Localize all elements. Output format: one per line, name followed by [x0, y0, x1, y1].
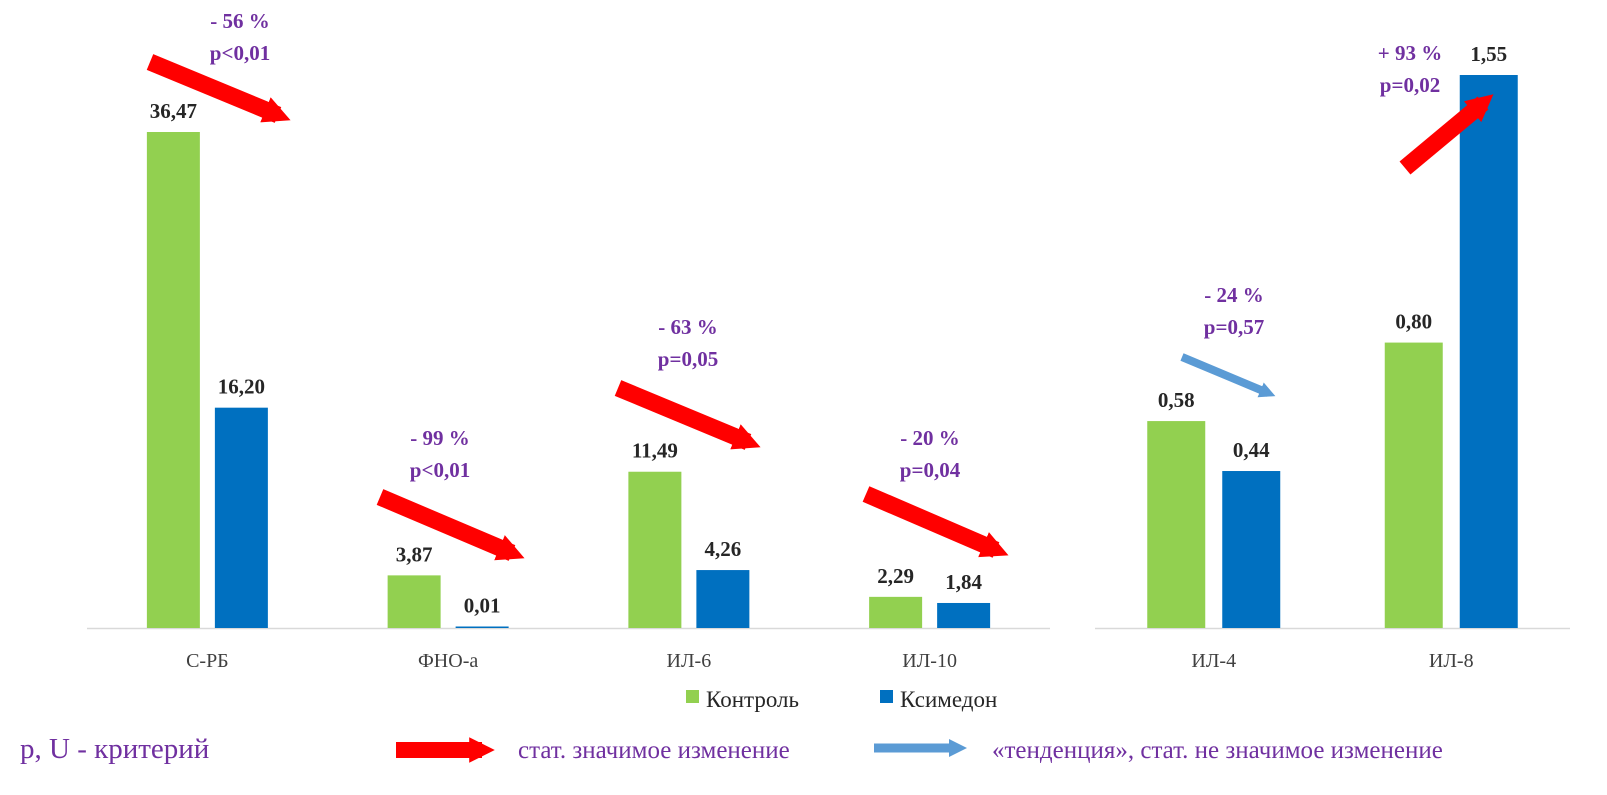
bar-с-рб-ksimedon — [214, 407, 268, 628]
category-label-ил-10: ИЛ-10 — [902, 650, 957, 672]
change-percent-ил-10: - 20 % — [900, 426, 960, 450]
value-label-фно-а-ksimedon: 0,01 — [464, 594, 501, 618]
change-arrow-фно-а-significant — [376, 489, 525, 561]
value-label-с-рб-control: 36,47 — [150, 99, 197, 123]
p-value-ил-8: p=0,02 — [1380, 73, 1440, 97]
legend-swatch-ksimedon — [880, 690, 893, 703]
change-percent-ил-8: + 93 % — [1378, 41, 1442, 65]
change-percent-ил-4: - 24 % — [1204, 283, 1264, 307]
bar-ил-4-control — [1147, 421, 1206, 628]
value-label-ил-8-control: 0,80 — [1395, 310, 1432, 334]
value-label-ил-6-control: 11,49 — [632, 439, 678, 463]
bar-ил-8-control — [1384, 342, 1443, 628]
p-value-фно-а: p<0,01 — [410, 458, 470, 482]
labels-layer: 36,47 16,20 С-РБ 3,87 0,01 ФНО-а 11,49 4,26 ИЛ-6… — [150, 9, 1507, 672]
legend: Контроль Ксимедон — [686, 687, 997, 712]
p-value-с-рб: p<0,01 — [210, 41, 270, 65]
change-percent-ил-6: - 63 % — [658, 315, 718, 339]
change-percent-фно-а: - 99 % — [410, 426, 470, 450]
value-label-фно-а-control: 3,87 — [396, 542, 433, 566]
bar-с-рб-control — [146, 132, 200, 628]
legend-label-control: Контроль — [706, 687, 799, 712]
bar-ил-8-ksimedon — [1459, 75, 1518, 628]
category-label-с-рб: С-РБ — [186, 650, 229, 672]
value-label-ил-4-control: 0,58 — [1158, 388, 1195, 412]
significant-label: стат. значимое изменение — [518, 737, 790, 764]
change-arrow-с-рб-significant — [146, 54, 291, 123]
bar-фно-а-control — [387, 575, 441, 628]
value-label-ил-10-ksimedon: 1,84 — [945, 570, 982, 594]
change-arrow-ил-10-significant — [862, 486, 1009, 558]
arrows-layer — [146, 54, 1494, 561]
change-percent-с-рб: - 56 % — [210, 9, 270, 33]
category-label-ил-6: ИЛ-6 — [667, 650, 712, 672]
bar-ил-10-ksimedon — [937, 602, 991, 628]
bar-ил-10-control — [869, 596, 923, 628]
p-value-ил-10: p=0,04 — [900, 458, 961, 482]
bar-фно-а-ksimedon — [455, 626, 509, 628]
criterion-label: p, U - критерий — [20, 733, 209, 765]
category-label-ил-8: ИЛ-8 — [1429, 650, 1474, 672]
value-label-ил-4-ksimedon: 0,44 — [1233, 438, 1270, 462]
legend-label-ksimedon: Ксимедон — [900, 687, 997, 712]
value-label-ил-8-ksimedon: 1,55 — [1470, 42, 1507, 66]
bar-ил-6-control — [628, 471, 682, 628]
bars-layer — [146, 75, 1518, 628]
footer: p, U - критерий стат. значимое изменение… — [20, 733, 1443, 765]
value-label-ил-10-control: 2,29 — [877, 564, 914, 588]
bar-ил-4-ksimedon — [1222, 471, 1281, 628]
category-label-фно-а: ФНО-а — [418, 650, 478, 672]
change-arrow-ил-4-trend — [1180, 353, 1276, 398]
legend-swatch-control — [686, 690, 699, 703]
value-label-ил-6-ksimedon: 4,26 — [705, 537, 742, 561]
value-label-с-рб-ksimedon: 16,20 — [218, 375, 265, 399]
category-label-ил-4: ИЛ-4 — [1191, 650, 1236, 672]
change-arrow-ил-6-significant — [614, 380, 761, 450]
trend-label: «тенденция», стат. не значимое изменение — [992, 737, 1443, 764]
p-value-ил-4: p=0,57 — [1204, 315, 1264, 339]
change-arrow-ил-8-significant — [1399, 94, 1494, 175]
bar-ил-6-ksimedon — [696, 570, 750, 628]
p-value-ил-6: p=0,05 — [658, 347, 718, 371]
